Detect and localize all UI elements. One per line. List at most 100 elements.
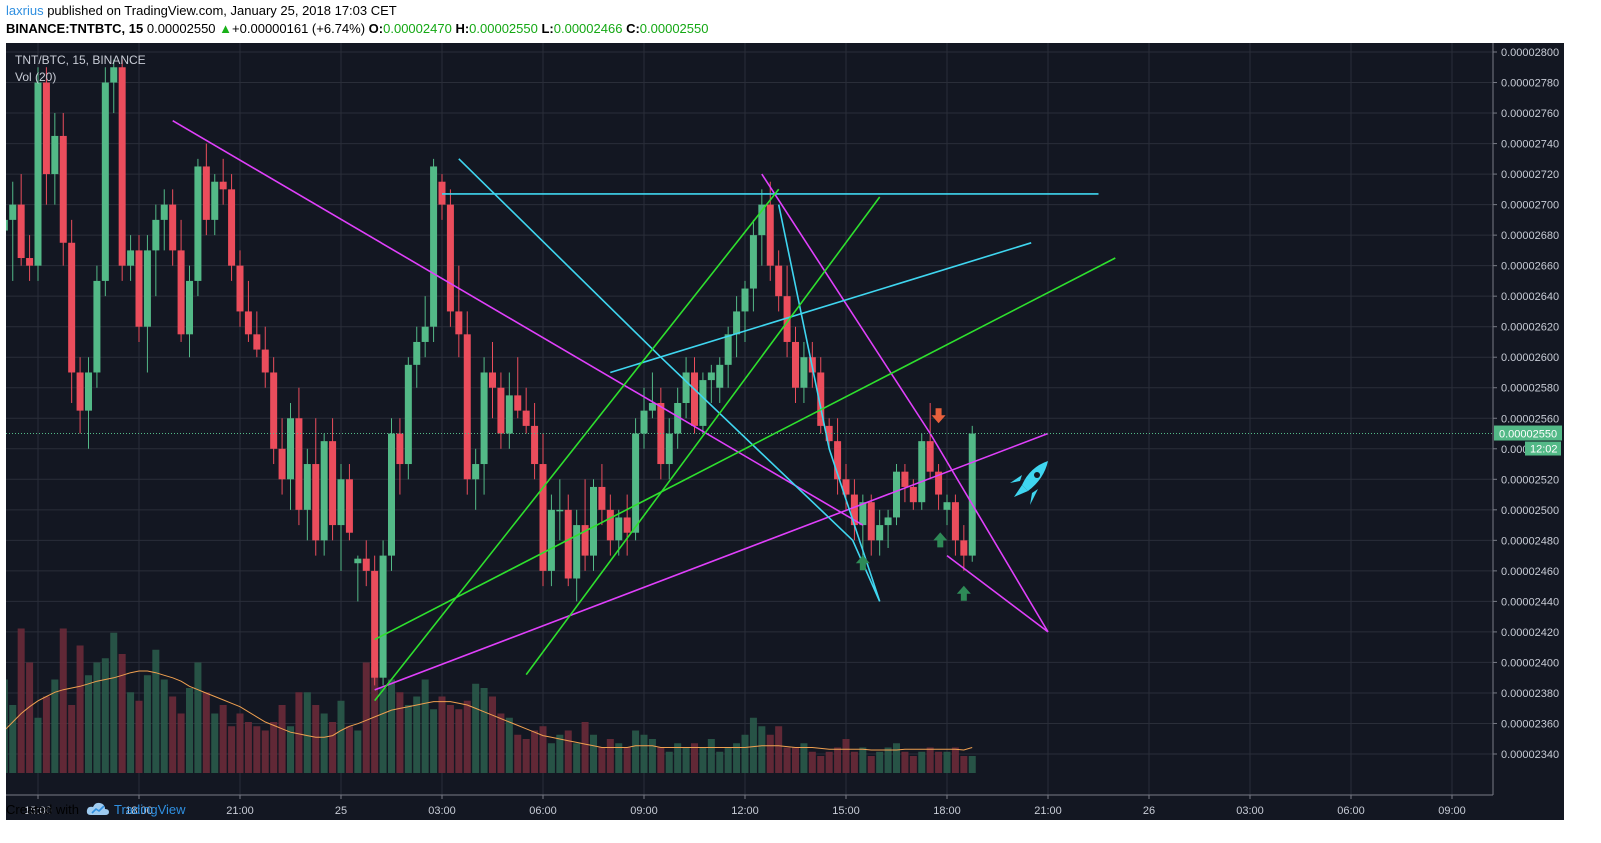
candle-up bbox=[590, 486, 597, 556]
volume-bar bbox=[859, 747, 867, 773]
candle-up bbox=[110, 67, 118, 83]
candle-down bbox=[901, 471, 909, 487]
candle-up bbox=[674, 403, 682, 434]
volume-bar bbox=[606, 739, 614, 773]
candle-up bbox=[404, 364, 412, 465]
volume-bar bbox=[909, 756, 917, 773]
candle-down bbox=[514, 395, 522, 411]
candle-up bbox=[320, 441, 328, 541]
rocket-icon bbox=[1010, 475, 1022, 483]
volume-bar bbox=[68, 705, 76, 773]
candle-up bbox=[707, 372, 715, 381]
volume-bar bbox=[17, 628, 25, 773]
volume-bar bbox=[388, 679, 395, 773]
volume-bar bbox=[825, 751, 833, 773]
volume-bar bbox=[615, 743, 623, 773]
volume-bar bbox=[320, 713, 328, 773]
volume-bar bbox=[960, 756, 968, 773]
volume-bar bbox=[421, 679, 429, 773]
time-tick-label: 15:00 bbox=[832, 805, 860, 817]
volume-bar bbox=[51, 679, 59, 773]
price-tick-label: 0.00002360 bbox=[1501, 718, 1559, 730]
volume-bar bbox=[177, 713, 185, 773]
time-tick-label: 06:00 bbox=[1337, 805, 1365, 817]
candle-down bbox=[783, 296, 791, 342]
volume-bar bbox=[42, 696, 50, 773]
candle-up bbox=[34, 82, 42, 266]
candle-down bbox=[539, 464, 547, 571]
candle-down bbox=[522, 410, 530, 426]
tradingview-brand[interactable]: TradingView bbox=[114, 802, 186, 817]
volume-bar bbox=[455, 709, 463, 773]
volume-bar bbox=[943, 751, 951, 773]
time-tick-label: 15:00 bbox=[24, 805, 52, 817]
volume-bar bbox=[430, 709, 438, 773]
volume-bar bbox=[691, 743, 698, 773]
price-tick-label: 0.00002600 bbox=[1501, 352, 1559, 364]
candle-down bbox=[396, 433, 404, 465]
author-link[interactable]: laxrius bbox=[6, 3, 44, 18]
volume-bar bbox=[59, 628, 67, 773]
candle-down bbox=[177, 250, 185, 335]
volume-bar bbox=[834, 747, 842, 773]
candle-down bbox=[842, 479, 850, 495]
volume-bar bbox=[127, 692, 135, 773]
chart-panel[interactable]: 0.00002800 0.00002780 0.00002760 0.00002740… bbox=[6, 43, 1564, 820]
price-chart[interactable]: 0.00002800 0.00002780 0.00002760 0.00002740… bbox=[6, 43, 1564, 820]
candle-up bbox=[143, 250, 151, 327]
candle-down bbox=[455, 311, 463, 335]
low-label: L: bbox=[541, 21, 554, 36]
volume-bar bbox=[648, 739, 656, 773]
candle-up bbox=[640, 410, 648, 434]
volume-bar bbox=[808, 751, 816, 773]
volume-bar bbox=[918, 751, 926, 773]
candle-up bbox=[943, 502, 951, 510]
price-tick-label: 0.00002340 bbox=[1501, 749, 1559, 761]
candle-down bbox=[244, 311, 252, 335]
volume-bar bbox=[901, 751, 909, 773]
volume-bar bbox=[842, 739, 850, 773]
rocket-icon bbox=[1014, 485, 1028, 497]
candle-up bbox=[194, 166, 202, 281]
candle-down bbox=[766, 204, 774, 266]
up-arrow-icon: ▲ bbox=[219, 21, 233, 36]
volume-bar bbox=[893, 743, 900, 773]
volume-bar bbox=[396, 692, 404, 773]
time-axis bbox=[6, 795, 1564, 820]
candle-up bbox=[547, 509, 555, 571]
candle-down bbox=[909, 486, 917, 503]
price-tick-label: 0.00002780 bbox=[1501, 78, 1559, 90]
volume-bar bbox=[278, 705, 286, 773]
volume-bar bbox=[623, 747, 631, 773]
change-value: +0.00000161 (+6.74%) bbox=[232, 21, 366, 36]
volume-bar bbox=[817, 756, 825, 773]
candle-down bbox=[169, 204, 177, 251]
candle-up bbox=[665, 433, 673, 465]
magenta-trendline bbox=[374, 432, 1049, 691]
time-tick-label: 18:00 bbox=[125, 805, 153, 817]
candle-down bbox=[463, 334, 471, 480]
time-tick-label: 03:00 bbox=[428, 805, 456, 817]
candle-down bbox=[362, 558, 370, 571]
candle-down bbox=[564, 509, 572, 579]
candle-up bbox=[421, 326, 429, 342]
sell-arrow-icon bbox=[931, 408, 946, 424]
candle-up bbox=[876, 525, 884, 541]
candle-up bbox=[724, 334, 732, 365]
volume-bar bbox=[968, 756, 976, 773]
countdown-badge bbox=[1525, 441, 1561, 456]
volume-bar bbox=[110, 632, 118, 773]
price-tick-label: 0.00002460 bbox=[1501, 566, 1559, 578]
volume-bar bbox=[253, 726, 261, 773]
candle-down bbox=[329, 441, 337, 526]
candle-up bbox=[733, 311, 741, 335]
candle-up bbox=[918, 441, 926, 503]
candle-down bbox=[17, 204, 25, 259]
price-tick-label: 0.00002500 bbox=[1501, 505, 1559, 517]
candle-down bbox=[261, 349, 269, 373]
volume-bar bbox=[194, 662, 202, 773]
candle-down bbox=[118, 67, 126, 266]
candle-up bbox=[85, 372, 92, 411]
magenta-trendline bbox=[761, 173, 1049, 633]
candle-up bbox=[101, 82, 109, 281]
